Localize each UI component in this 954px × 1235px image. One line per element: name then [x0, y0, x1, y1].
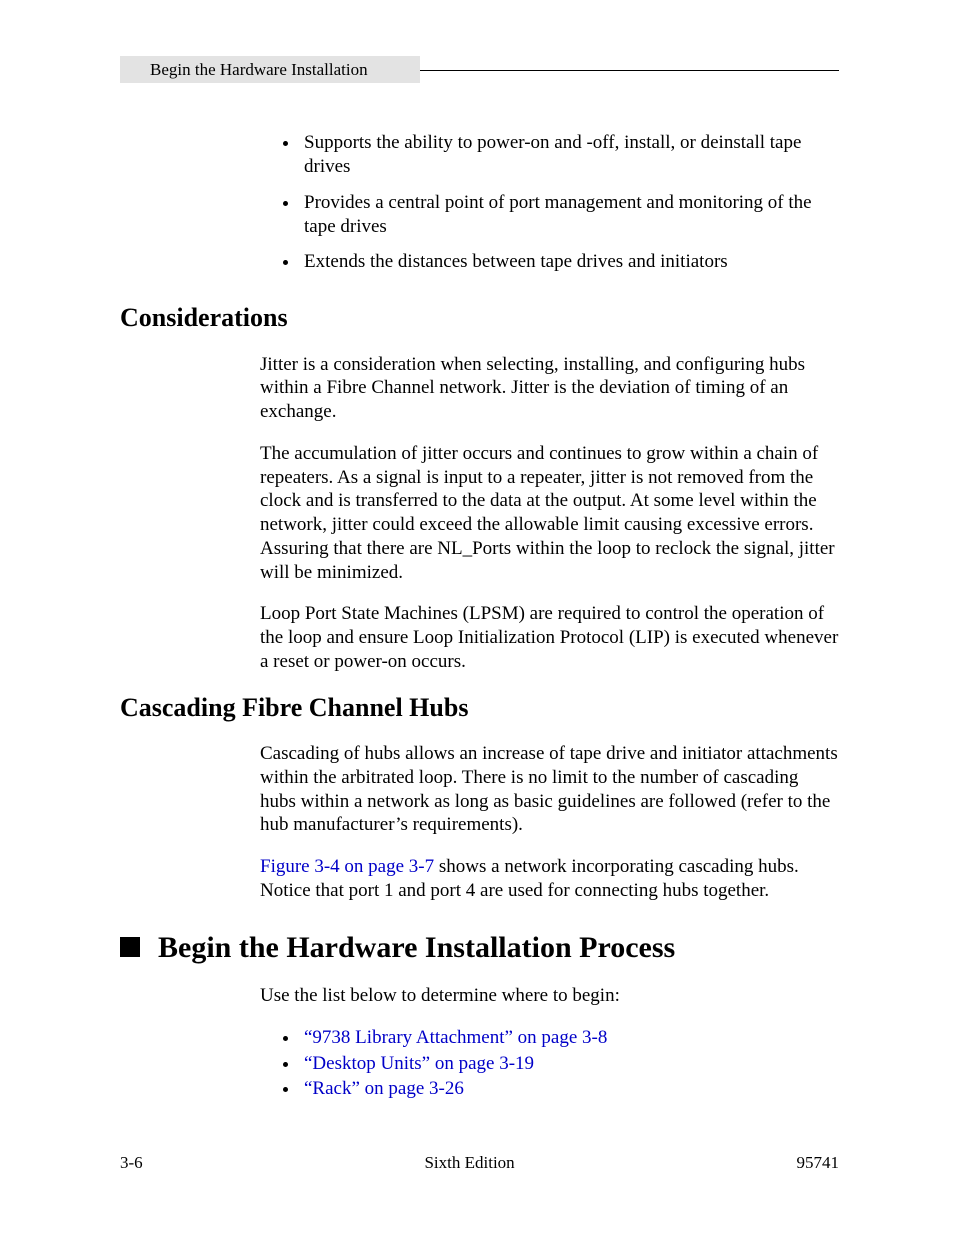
list-item: Provides a central point of port managem…: [300, 191, 839, 239]
heading-cascading: Cascading Fibre Channel Hubs: [120, 692, 839, 725]
paragraph: The accumulation of jitter occurs and co…: [260, 442, 839, 585]
paragraph: Loop Port State Machines (LPSM) are requ…: [260, 602, 839, 673]
list-item: Extends the distances between tape drive…: [300, 250, 839, 274]
process-link-list: “9738 Library Attachment” on page 3-8 “D…: [260, 1026, 839, 1101]
xref-link[interactable]: “Desktop Units” on page 3-19: [304, 1053, 534, 1074]
list-item: “Desktop Units” on page 3-19: [300, 1052, 839, 1076]
heading-considerations: Considerations: [120, 302, 839, 335]
list-item: “Rack” on page 3-26: [300, 1077, 839, 1101]
page-footer: 3-6 Sixth Edition 95741: [120, 1152, 839, 1173]
page-number: 3-6: [120, 1152, 143, 1173]
xref-link[interactable]: “Rack” on page 3-26: [304, 1078, 464, 1099]
considerations-body: Jitter is a consideration when selecting…: [260, 353, 839, 674]
paragraph: Jitter is a consideration when selecting…: [260, 353, 839, 424]
list-item: Supports the ability to power-on and -of…: [300, 131, 839, 179]
paragraph: Cascading of hubs allows an increase of …: [260, 742, 839, 837]
page: Begin the Hardware Installation Supports…: [0, 0, 954, 1235]
edition-label: Sixth Edition: [424, 1152, 514, 1173]
doc-number: 95741: [796, 1152, 839, 1173]
running-title: Begin the Hardware Installation: [120, 56, 420, 83]
header-rule: [420, 70, 839, 83]
figure-link[interactable]: Figure 3-4 on page 3-7: [260, 856, 434, 877]
paragraph: Figure 3-4 on page 3-7 shows a network i…: [260, 855, 839, 903]
intro-bullet-list: Supports the ability to power-on and -of…: [260, 131, 839, 274]
cascading-body: Cascading of hubs allows an increase of …: [260, 742, 839, 903]
paragraph: Use the list below to determine where to…: [260, 984, 839, 1008]
list-item: “9738 Library Attachment” on page 3-8: [300, 1026, 839, 1050]
section-title: Begin the Hardware Installation Process: [120, 929, 839, 967]
running-header: Begin the Hardware Installation: [120, 56, 839, 83]
process-body: Use the list below to determine where to…: [260, 984, 839, 1008]
xref-link[interactable]: “9738 Library Attachment” on page 3-8: [304, 1027, 607, 1048]
heading-process: Begin the Hardware Installation Process: [158, 929, 675, 967]
section-marker-icon: [120, 937, 140, 957]
